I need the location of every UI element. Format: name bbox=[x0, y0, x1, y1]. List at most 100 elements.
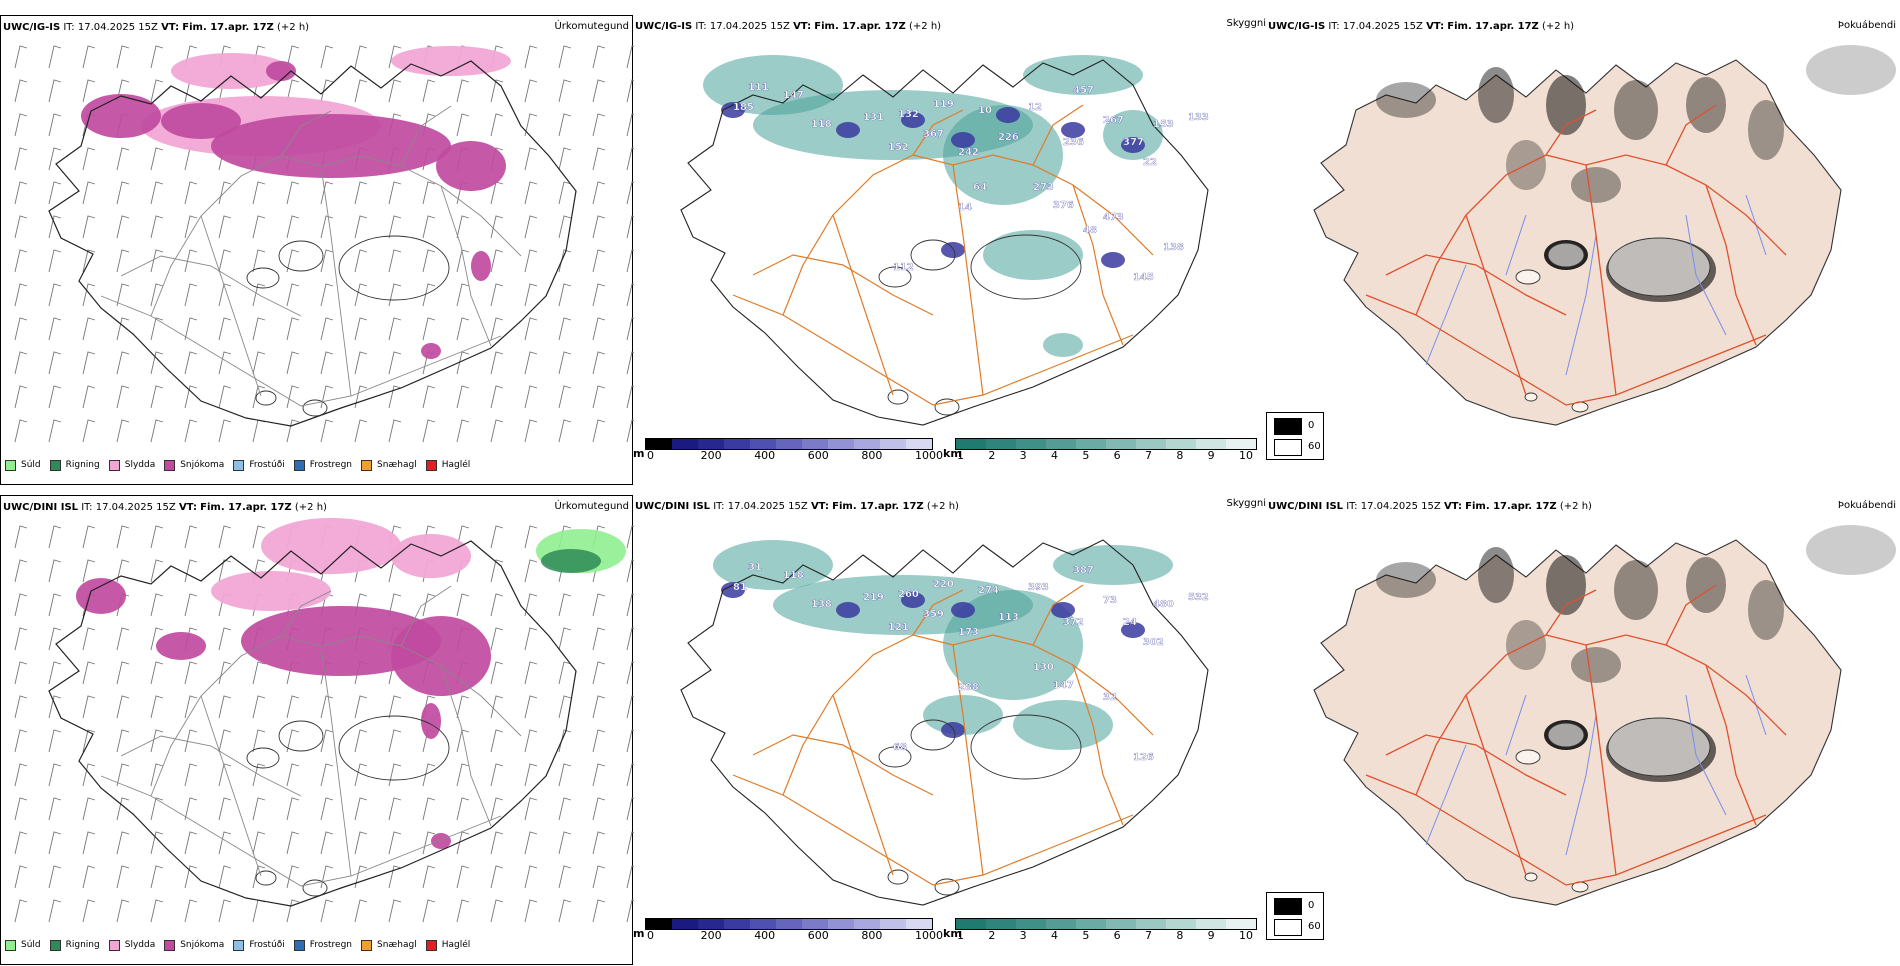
cloud-base-label: 267 bbox=[1103, 115, 1124, 126]
colorbar-cell bbox=[1136, 439, 1166, 449]
cloud-base-label: 138 bbox=[811, 599, 832, 610]
colorbar-cell bbox=[672, 439, 698, 449]
fog-index-area bbox=[1748, 580, 1784, 640]
colorbar-cell bbox=[880, 919, 906, 929]
cloud-base-label: 113 bbox=[998, 612, 1019, 623]
colorbar-cell bbox=[1076, 439, 1106, 449]
colorbar-tick: 4 bbox=[1051, 929, 1058, 942]
cloud-base-label: 359 bbox=[923, 609, 944, 620]
cloud-base-label: 112 bbox=[893, 262, 914, 273]
cloud-base-label: 81 bbox=[733, 582, 747, 593]
precip-legend: Súld Rigning Slydda Snjókoma Frostúði Frostre… bbox=[5, 936, 479, 954]
colorbar-cell bbox=[646, 439, 672, 449]
road-line bbox=[200, 695, 262, 877]
glacier-outline bbox=[1547, 242, 1585, 268]
cloud-base-label: 22 bbox=[1143, 157, 1157, 168]
cloud-base-label: 133 bbox=[1188, 112, 1209, 123]
colorbar-tick: 2 bbox=[988, 449, 996, 462]
low-cloud-core bbox=[1061, 122, 1085, 138]
legend-label: Slydda bbox=[124, 460, 156, 470]
fog-map bbox=[1313, 45, 1896, 426]
cloud-base-label: 68 bbox=[893, 742, 907, 753]
legend-label: Snjókoma bbox=[180, 460, 225, 470]
legend-item: Snjókoma bbox=[164, 456, 224, 474]
colorbar-cell bbox=[956, 439, 986, 449]
snow-area bbox=[156, 632, 206, 660]
cloud-base-label: 138 bbox=[1163, 242, 1184, 253]
colorbar-tick: 9 bbox=[1207, 449, 1215, 462]
cloud-base-label: 220 bbox=[933, 579, 954, 590]
cloud-base-label: 119 bbox=[933, 99, 954, 110]
river-line bbox=[1505, 214, 1527, 276]
coastline bbox=[680, 59, 1209, 426]
cloud-base-label: 130 bbox=[1033, 662, 1054, 673]
cloud-base-label: 145 bbox=[1133, 272, 1154, 283]
colorbar-cell bbox=[724, 439, 750, 449]
cloud-base-label: 147 bbox=[783, 90, 804, 101]
cloud-base-label: 10 bbox=[978, 105, 992, 116]
legend-label: Frostúði bbox=[249, 940, 285, 950]
visibility-panel-bottom: 31 118 138 81 219 260 220 274 393 387 73 480 532 359 1… bbox=[633, 495, 1266, 965]
roads bbox=[1365, 584, 1787, 886]
cloud-base-label: 24 bbox=[1123, 617, 1137, 628]
colorbar-tick: 6 bbox=[1113, 929, 1121, 942]
cloud-base-label: 219 bbox=[863, 592, 884, 603]
legend-label: Haglél bbox=[441, 940, 471, 950]
visibility-panel-top: 111 147 118 185 131 132 119 10 12 457 267 153 133 367… bbox=[633, 15, 1266, 485]
legend-swatch bbox=[361, 939, 373, 951]
glacier-outline bbox=[255, 390, 277, 406]
colorbar-cell bbox=[956, 919, 986, 929]
low-visibility-areas bbox=[703, 55, 1163, 357]
colorbar-tick: 600 bbox=[807, 929, 829, 942]
legend-item: Haglél bbox=[425, 936, 471, 954]
snow-area bbox=[431, 833, 451, 849]
colorbar-cell bbox=[750, 919, 776, 929]
legend-label: Frostregn bbox=[309, 940, 353, 950]
glacier-outline bbox=[255, 870, 277, 886]
legend-item: Snæhagl bbox=[361, 456, 417, 474]
colorbar-cell bbox=[802, 439, 828, 449]
legend-item: Frostúði bbox=[233, 936, 285, 954]
legend-item: Rigning bbox=[49, 936, 100, 954]
colorbar-unit: km bbox=[943, 927, 962, 940]
low-visibility-area bbox=[1023, 55, 1143, 95]
road-line bbox=[100, 775, 502, 887]
glacier-outline bbox=[910, 239, 956, 271]
legend-item: Rigning bbox=[49, 456, 100, 474]
colorbar-tick: 6 bbox=[1113, 449, 1121, 462]
colorbar-cell bbox=[646, 919, 672, 929]
glacier-outline bbox=[1515, 269, 1541, 285]
coastline bbox=[680, 539, 1209, 906]
snow-area bbox=[211, 114, 451, 178]
road-line bbox=[120, 255, 302, 317]
colorbar-cell bbox=[776, 919, 802, 929]
glacier-outline bbox=[887, 869, 909, 885]
legend-swatch bbox=[108, 459, 120, 471]
fog-index-area bbox=[1614, 560, 1658, 620]
low-cloud-core bbox=[901, 592, 925, 608]
colorbar-cell bbox=[1076, 919, 1106, 929]
legend-swatch bbox=[5, 459, 16, 471]
colorbar-cell bbox=[1016, 919, 1046, 929]
cloud-base-label: 73 bbox=[1103, 595, 1117, 606]
colorbar-cell bbox=[906, 439, 932, 449]
fog-legend: 0 60 bbox=[1266, 412, 1324, 460]
cloud-base-label: 480 bbox=[1153, 599, 1174, 610]
colorbar-tick: 0 bbox=[647, 449, 654, 462]
cloud-base-label: 118 bbox=[811, 119, 832, 130]
panel-title: Úrkomutegund bbox=[554, 501, 629, 512]
cloud-base-label: 185 bbox=[733, 102, 754, 113]
colorbar-tick: 7 bbox=[1145, 449, 1152, 462]
colorbar-tick: 800 bbox=[861, 929, 883, 942]
fog-index-area bbox=[1478, 547, 1514, 603]
cloud-base-label: 376 bbox=[1053, 200, 1074, 211]
precip-map bbox=[14, 45, 634, 443]
low-cloud-core bbox=[721, 102, 745, 118]
low-visibility-area bbox=[1013, 700, 1113, 750]
fog-index-area bbox=[1806, 45, 1896, 95]
fog-index-area bbox=[1614, 80, 1658, 140]
glacier-outline bbox=[878, 746, 912, 768]
colorbar-tick: 9 bbox=[1207, 929, 1215, 942]
colorbar-tick: 1000 bbox=[915, 449, 943, 462]
cloud-base-label: 532 bbox=[1188, 592, 1209, 603]
